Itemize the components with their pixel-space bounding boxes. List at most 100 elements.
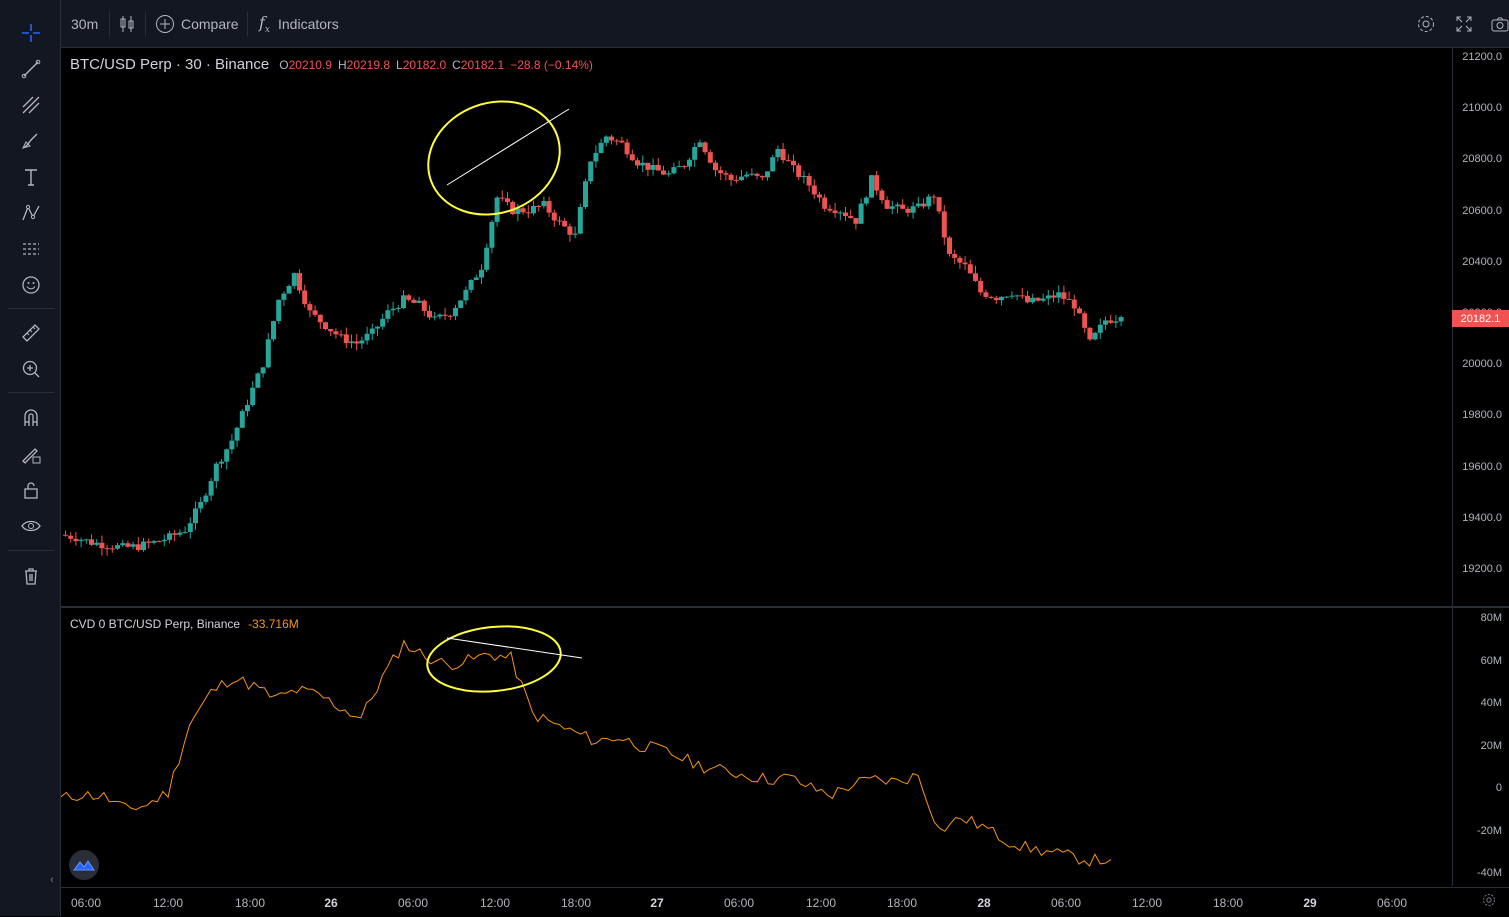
time-axis[interactable]: 06:00 12:00 18:00 26 06:00 12:00 18:00 27 06:00 1…: [61, 887, 1509, 917]
candle: [827, 208, 833, 211]
ruler-icon[interactable]: [14, 318, 48, 348]
candle: [577, 207, 583, 234]
time-axis-label: 28: [977, 896, 991, 910]
magnet-icon[interactable]: [14, 403, 48, 433]
candle: [489, 221, 495, 248]
candle: [109, 548, 115, 550]
time-axis-label: 12:00: [152, 896, 184, 910]
lock-drawing-icon[interactable]: [14, 439, 48, 469]
time-axis-label: 26: [324, 896, 338, 910]
candle: [978, 280, 984, 293]
candle: [167, 533, 172, 540]
candle: [505, 198, 510, 203]
candle: [1035, 297, 1041, 301]
eye-icon[interactable]: [14, 511, 48, 541]
text-icon[interactable]: [14, 162, 48, 192]
crosshair-icon[interactable]: [14, 18, 48, 48]
candle: [999, 296, 1004, 301]
candle: [1040, 298, 1046, 301]
candle: [650, 164, 656, 170]
candle: [198, 501, 204, 509]
candle: [364, 333, 370, 341]
candle-style-icon[interactable]: [119, 11, 135, 37]
pane-divider[interactable]: [61, 606, 1509, 608]
candle: [302, 290, 308, 305]
candle: [853, 218, 859, 224]
cvd-trend-line[interactable]: [446, 637, 583, 659]
zoom-in-icon[interactable]: [14, 354, 48, 384]
indicators-button[interactable]: fx Indicators: [259, 11, 339, 37]
candle: [609, 136, 614, 141]
tradingview-logo-icon[interactable]: [69, 850, 99, 880]
settings-icon[interactable]: [1416, 11, 1436, 37]
interval-button[interactable]: 30m: [71, 16, 99, 32]
price-axis-label: 19400.0: [1462, 511, 1502, 524]
cvd-chart-canvas[interactable]: [60, 608, 1452, 886]
candle: [624, 142, 630, 155]
cvd-title[interactable]: CVD 0 BTC/USD Perp, Binance: [70, 617, 241, 631]
emoji-icon[interactable]: [14, 270, 48, 300]
candle: [1108, 320, 1114, 323]
time-axis-label: 06:00: [397, 896, 429, 910]
candle: [770, 157, 776, 172]
candle: [926, 196, 932, 207]
fullscreen-icon[interactable]: [1455, 11, 1473, 37]
candle: [182, 532, 188, 534]
time-axis-label: 06:00: [1376, 896, 1408, 910]
cvd-annotation-circle[interactable]: [424, 620, 564, 698]
price-chart-pane[interactable]: [61, 48, 1452, 606]
candle: [905, 208, 911, 213]
fib-icon[interactable]: [14, 90, 48, 120]
compare-label: Compare: [181, 16, 239, 32]
candle: [1113, 321, 1119, 323]
pattern-icon[interactable]: [14, 198, 48, 228]
candle: [889, 206, 895, 209]
trash-icon[interactable]: [14, 561, 48, 591]
forecast-icon[interactable]: [14, 234, 48, 264]
candle: [967, 264, 973, 274]
brush-icon[interactable]: [14, 126, 48, 156]
cvd-axis-label: -40M: [1476, 867, 1502, 879]
candle: [661, 170, 666, 175]
candle: [759, 175, 765, 178]
cvd-indicator-pane[interactable]: [60, 608, 1452, 886]
candle: [115, 545, 120, 549]
candle: [1087, 327, 1093, 340]
candle: [801, 176, 807, 178]
candle: [952, 253, 958, 258]
candle: [224, 449, 230, 462]
camera-icon[interactable]: [1491, 11, 1509, 37]
candle: [765, 171, 770, 178]
collapse-toolbar-button[interactable]: ‹: [50, 874, 54, 886]
unlock-icon[interactable]: [14, 475, 48, 505]
symbol-title[interactable]: BTC/USD Perp · 30 · Binance: [70, 56, 270, 73]
candle: [702, 142, 708, 153]
candle: [286, 285, 292, 294]
candle: [796, 165, 802, 177]
candle: [141, 541, 146, 551]
candle: [895, 204, 900, 207]
price-trend-line[interactable]: [446, 108, 570, 186]
candle: [499, 197, 505, 199]
high-key: H: [337, 58, 347, 72]
compare-button[interactable]: Compare: [155, 11, 239, 37]
price-axis[interactable]: 21200.021000.020800.020600.020400.020200…: [1452, 48, 1509, 606]
price-chart-canvas[interactable]: [61, 48, 1452, 606]
candle: [208, 481, 214, 496]
time-axis-label: 06:00: [723, 896, 755, 910]
price-legend: BTC/USD Perp · 30 · Binance O 20210.9 H 20…: [70, 56, 593, 73]
open-value: 20210.9: [288, 58, 332, 72]
candle: [707, 152, 713, 163]
candle: [458, 300, 464, 308]
price-axis-label: 19800.0: [1462, 409, 1502, 422]
candle: [432, 316, 438, 318]
price-annotation-circle[interactable]: [412, 83, 576, 232]
candle: [1030, 297, 1036, 303]
candle: [510, 202, 516, 215]
candle: [151, 541, 157, 543]
axis-settings-icon[interactable]: [1482, 893, 1496, 907]
trend-line-icon[interactable]: [14, 54, 48, 84]
time-axis-label: 12:00: [479, 896, 511, 910]
candle: [936, 197, 942, 212]
cvd-axis[interactable]: 80M 60M 40M 20M 0 -20M -40M: [1452, 608, 1509, 886]
